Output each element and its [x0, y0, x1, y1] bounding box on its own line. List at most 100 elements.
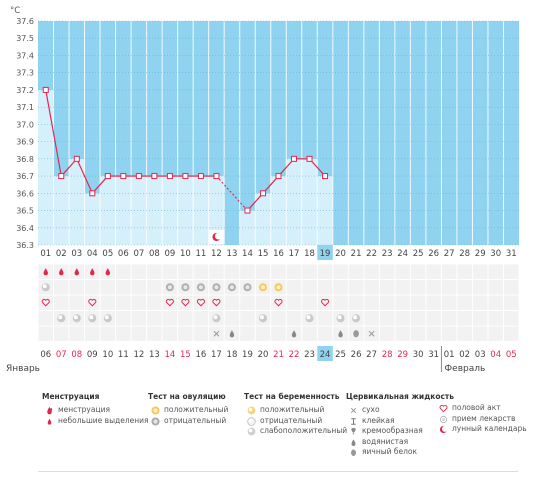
marker-cell	[472, 295, 488, 310]
marker-cell	[131, 295, 147, 310]
sun-icon	[151, 406, 160, 415]
legend-item: менструация	[42, 405, 149, 416]
cycle-day-label: 25	[413, 249, 424, 259]
pregnancy-weak-icon	[88, 314, 97, 323]
y-tick-label: 36.5	[16, 207, 34, 216]
marker-cell	[271, 311, 286, 326]
temperature-point	[42, 86, 49, 93]
highlight-day-cell	[317, 245, 333, 260]
marker-cell	[441, 326, 457, 341]
temperature-fill	[317, 176, 333, 245]
marker-cell	[209, 264, 224, 279]
cycle-day-label: 29	[475, 249, 486, 259]
marker-cell	[69, 280, 85, 295]
temperature-fill	[84, 193, 101, 245]
y-tick-label: 36.4	[16, 224, 34, 233]
legend-menstruation: Менструация менструация небольшие выделе…	[42, 392, 149, 426]
date-label: 01	[444, 350, 455, 360]
eggwhite-icon	[353, 330, 359, 338]
legend-item: положительный	[148, 405, 228, 416]
heart-icon	[88, 298, 97, 307]
marker-cell	[379, 280, 395, 295]
cycle-day-label: 12	[211, 249, 222, 259]
watery-icon	[291, 330, 297, 338]
legend-item: клейкая	[346, 416, 454, 427]
legend-item: небольшие выделения	[42, 416, 149, 427]
marker-cell	[147, 280, 162, 295]
watery-drop-icon	[349, 438, 358, 447]
marker-cell	[147, 295, 162, 310]
date-label: 28	[382, 350, 393, 360]
y-tick-label: 37.6	[16, 17, 34, 26]
temperature-point	[166, 173, 173, 180]
y-tick-label: 36.6	[16, 189, 34, 198]
marker-cell	[85, 280, 100, 295]
marker-cell	[457, 264, 472, 279]
heart-icon	[41, 298, 50, 307]
legend-item: слабоположительный	[244, 426, 347, 437]
cycle-day-label: 17	[289, 249, 300, 259]
heart-icon	[212, 298, 221, 307]
marker-cell	[302, 326, 317, 341]
cycle-day-label: 10	[180, 249, 191, 259]
marker-cell	[488, 326, 503, 341]
marker-cell	[162, 295, 178, 310]
cycle-day-label: 07	[133, 249, 144, 259]
marker-cell	[317, 295, 333, 310]
cycle-day-label: 09	[164, 249, 175, 259]
date-label: 16	[196, 350, 207, 360]
marker-cell	[333, 264, 348, 279]
marker-cell	[178, 326, 193, 341]
y-tick-label: 36.9	[16, 138, 34, 147]
temperature-point	[182, 173, 189, 180]
marker-cell	[441, 280, 457, 295]
marker-cell	[488, 280, 503, 295]
marker-cell	[54, 326, 69, 341]
cycle-day-label: 11	[196, 249, 207, 259]
cross-icon	[349, 406, 358, 415]
heart-icon	[165, 298, 174, 307]
date-label: 10	[102, 350, 113, 360]
date-label: 02	[459, 350, 470, 360]
marker-cell	[116, 311, 131, 326]
pregnancy-weak-icon	[103, 314, 112, 323]
ovulation-negative-icon	[196, 283, 205, 292]
cycle-day-label: 02	[56, 249, 67, 259]
date-label: 25	[335, 350, 346, 360]
legend: Менструация менструация небольшие выделе…	[0, 392, 550, 478]
marker-cell	[395, 326, 410, 341]
marker-cell	[271, 326, 286, 341]
y-tick-label: 36.8	[16, 155, 34, 164]
date-label: 11	[118, 350, 129, 360]
y-tick-label: 37.1	[16, 103, 34, 112]
temperature-point	[275, 173, 282, 180]
marker-cell	[255, 264, 271, 279]
marker-cell	[410, 326, 426, 341]
cycle-day-label: 18	[304, 249, 315, 259]
marker-cell	[193, 264, 209, 279]
marker-cell	[38, 295, 54, 310]
marker-cell	[131, 280, 147, 295]
marker-cell	[302, 295, 317, 310]
legend-item: положительный	[244, 405, 347, 416]
legend-item: отрицательный	[148, 416, 228, 427]
marker-cell	[426, 295, 441, 310]
marker-cell	[178, 311, 193, 326]
marker-cell	[162, 326, 178, 341]
marker-cell	[193, 295, 209, 310]
marker-cell	[317, 280, 333, 295]
marker-cell	[457, 280, 472, 295]
marker-cell	[100, 326, 116, 341]
date-label: 21	[273, 350, 284, 360]
cycle-day-label: 03	[71, 249, 82, 259]
pregnancy-weak-icon	[336, 314, 345, 323]
cycle-day-label: 26	[428, 249, 439, 259]
marker-cell	[224, 311, 240, 326]
marker-cell	[410, 295, 426, 310]
marker-cell	[426, 280, 441, 295]
marker-cell	[472, 280, 488, 295]
legend-pregnancy-title: Тест на беременность	[244, 392, 340, 401]
temperature-fill	[239, 210, 256, 245]
marker-cell	[441, 295, 457, 310]
legend-pregnancy: Тест на беременность положительный отриц…	[244, 392, 347, 437]
